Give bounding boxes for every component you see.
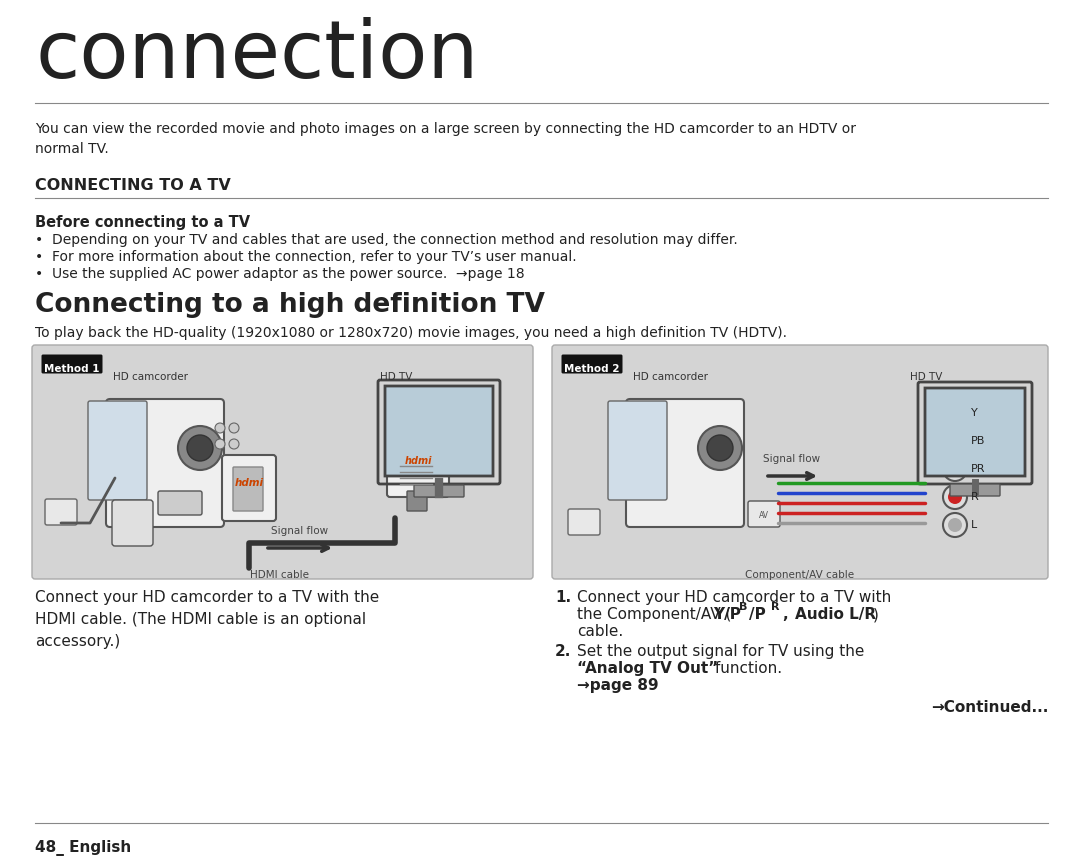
Circle shape xyxy=(943,457,967,481)
Circle shape xyxy=(948,518,962,532)
Text: cable.: cable. xyxy=(577,624,623,639)
FancyBboxPatch shape xyxy=(45,499,77,525)
Text: 1.: 1. xyxy=(555,590,571,605)
Circle shape xyxy=(187,435,213,461)
Text: You can view the recorded movie and photo images on a large screen by connecting: You can view the recorded movie and phot… xyxy=(35,122,856,156)
FancyBboxPatch shape xyxy=(233,467,264,511)
Text: •: • xyxy=(35,250,43,264)
Text: To play back the HD-quality (1920x1080 or 1280x720) movie images, you need a hig: To play back the HD-quality (1920x1080 o… xyxy=(35,326,787,340)
Text: Method 2: Method 2 xyxy=(564,365,620,374)
Circle shape xyxy=(948,462,962,476)
Circle shape xyxy=(943,401,967,425)
Text: Connect your HD camcorder to a TV with: Connect your HD camcorder to a TV with xyxy=(577,590,891,605)
Text: Connecting to a high definition TV: Connecting to a high definition TV xyxy=(35,292,545,318)
Text: HD TV: HD TV xyxy=(910,372,943,382)
Text: the Component/AV (: the Component/AV ( xyxy=(577,607,731,622)
Text: function.: function. xyxy=(710,661,782,676)
Text: connection: connection xyxy=(35,17,478,95)
Text: 2.: 2. xyxy=(555,644,571,659)
FancyBboxPatch shape xyxy=(748,501,780,527)
Text: R: R xyxy=(971,492,978,502)
Text: hdmi: hdmi xyxy=(234,478,264,488)
Text: PB: PB xyxy=(971,436,985,446)
FancyBboxPatch shape xyxy=(626,399,744,527)
FancyBboxPatch shape xyxy=(112,500,153,546)
Text: Audio L/R: Audio L/R xyxy=(795,607,876,622)
Text: B: B xyxy=(739,602,747,612)
Text: ): ) xyxy=(873,607,879,622)
FancyBboxPatch shape xyxy=(158,491,202,515)
FancyBboxPatch shape xyxy=(387,445,449,497)
FancyBboxPatch shape xyxy=(414,485,464,497)
FancyBboxPatch shape xyxy=(950,484,1000,496)
Text: Before connecting to a TV: Before connecting to a TV xyxy=(35,215,251,230)
Text: Y: Y xyxy=(971,408,977,418)
Text: HD camcorder: HD camcorder xyxy=(113,372,188,382)
Circle shape xyxy=(943,513,967,537)
FancyBboxPatch shape xyxy=(608,401,667,500)
Text: L: L xyxy=(971,520,977,530)
Text: Set the output signal for TV using the: Set the output signal for TV using the xyxy=(577,644,864,659)
FancyBboxPatch shape xyxy=(568,509,600,535)
FancyBboxPatch shape xyxy=(384,386,492,476)
Circle shape xyxy=(943,485,967,509)
FancyBboxPatch shape xyxy=(562,354,622,373)
Text: Depending on your TV and cables that are used, the connection method and resolut: Depending on your TV and cables that are… xyxy=(52,233,738,247)
FancyBboxPatch shape xyxy=(32,345,534,579)
Text: Y/P: Y/P xyxy=(713,607,741,622)
Text: PR: PR xyxy=(971,464,986,474)
Text: HD camcorder: HD camcorder xyxy=(633,372,708,382)
FancyBboxPatch shape xyxy=(106,399,224,527)
Circle shape xyxy=(178,426,222,470)
FancyBboxPatch shape xyxy=(552,345,1048,579)
Text: Method 1: Method 1 xyxy=(44,365,99,374)
FancyBboxPatch shape xyxy=(924,388,1025,476)
Text: HD TV: HD TV xyxy=(380,372,413,382)
FancyBboxPatch shape xyxy=(87,401,147,500)
Circle shape xyxy=(215,423,225,433)
Text: HDMI cable: HDMI cable xyxy=(251,570,310,580)
Circle shape xyxy=(948,434,962,448)
Text: →Continued...: →Continued... xyxy=(931,700,1048,715)
Text: ,: , xyxy=(783,607,794,622)
Text: 48_ English: 48_ English xyxy=(35,840,132,856)
Text: AV: AV xyxy=(759,511,769,520)
FancyBboxPatch shape xyxy=(407,491,427,511)
Text: •: • xyxy=(35,267,43,281)
Text: Signal flow: Signal flow xyxy=(271,526,328,536)
Text: •: • xyxy=(35,233,43,247)
Circle shape xyxy=(229,423,239,433)
Circle shape xyxy=(707,435,733,461)
FancyBboxPatch shape xyxy=(41,354,103,373)
Text: /P: /P xyxy=(750,607,766,622)
Text: CONNECTING TO A TV: CONNECTING TO A TV xyxy=(35,178,231,193)
Circle shape xyxy=(229,439,239,449)
Circle shape xyxy=(698,426,742,470)
Circle shape xyxy=(948,490,962,504)
Text: “Analog TV Out”: “Analog TV Out” xyxy=(577,661,718,676)
Text: R: R xyxy=(771,602,780,612)
Text: Component/AV cable: Component/AV cable xyxy=(745,570,854,580)
Text: Signal flow: Signal flow xyxy=(764,454,821,464)
Text: hdmi: hdmi xyxy=(404,456,432,466)
Circle shape xyxy=(943,429,967,453)
Text: Use the supplied AC power adaptor as the power source.  →page 18: Use the supplied AC power adaptor as the… xyxy=(52,267,525,281)
Circle shape xyxy=(215,439,225,449)
FancyBboxPatch shape xyxy=(222,455,276,521)
Text: →page 89: →page 89 xyxy=(577,678,659,693)
Text: For more information about the connection, refer to your TV’s user manual.: For more information about the connectio… xyxy=(52,250,577,264)
Circle shape xyxy=(948,406,962,420)
Text: Connect your HD camcorder to a TV with the
HDMI cable. (The HDMI cable is an opt: Connect your HD camcorder to a TV with t… xyxy=(35,590,379,650)
